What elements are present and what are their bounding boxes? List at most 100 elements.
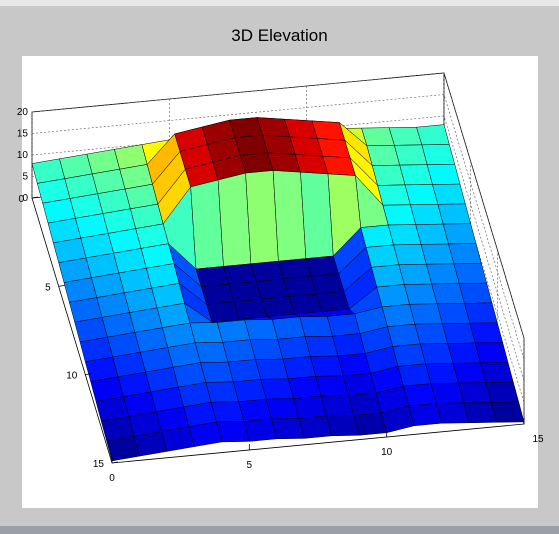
chart-title: 3D Elevation [231,26,328,45]
surface-patch [250,260,285,282]
surface-patch [223,263,257,285]
surface-patch [189,322,224,344]
surface-patch [410,204,444,225]
surface-patch [337,353,372,377]
figure-top-border [0,0,559,6]
surface-patch [403,383,437,407]
surface-patch [392,343,426,367]
surface-patch [206,301,240,323]
surface-patch [409,303,443,325]
surface-patch [282,356,317,380]
surface-patch [376,284,410,308]
surface-patch [394,144,428,166]
surface-patch [305,255,340,277]
surface-patch [200,283,235,305]
surface-patch [387,224,422,246]
surface-patch [271,418,305,440]
surface-patch [216,421,250,443]
surface-patch [255,278,290,300]
surface-patch [431,283,465,305]
surface-patch [425,363,459,384]
surface-patch [442,322,476,344]
surface-patch [161,426,195,452]
surface-patch [436,303,471,324]
z-tick-label: 0 [22,193,28,204]
z-tick-label: 10 [17,150,29,161]
surface-patch [404,184,439,206]
surface-patch [298,415,333,439]
surface-patch [371,264,405,288]
z-tick-label: 20 [17,107,29,118]
x-tick-label: 0 [109,473,115,484]
surface-patch [415,223,449,245]
surface-patch [420,243,455,265]
surface-patch [398,263,433,285]
surface-patch [469,322,504,344]
surface-patch [361,127,395,147]
surface-patch [397,363,432,387]
surface-patch [304,335,339,357]
surface-patch [287,376,322,399]
surface-patch [387,323,421,347]
surface-patch [195,266,230,287]
surface-patch [227,359,262,383]
surface-patch [234,134,269,156]
surface-patch [371,164,406,186]
figure-bottom-border [0,526,559,534]
surface-patch [485,381,520,403]
surface-patch [210,401,245,423]
surface-patch [464,302,498,324]
surface-patch [353,412,388,436]
y-tick-mark [111,461,119,464]
surface-patch [426,263,460,285]
surface-patch [448,243,482,265]
surface-patch [382,204,417,226]
x-tick-label: 10 [381,447,393,458]
surface-patch [260,378,294,400]
surface-patch [293,395,327,419]
surface-patch [430,382,465,404]
surface-patch [245,170,279,265]
surface-patch [348,392,382,416]
surface-patch [360,224,394,248]
surface-patch [249,339,284,360]
surface-patch [222,339,256,363]
surface-patch [480,362,514,383]
surface-patch [414,323,449,345]
surface-patch [399,164,433,186]
surface-patch [408,403,442,427]
surface-patch [228,281,262,303]
surface-patch [432,183,466,205]
surface-patch [310,355,344,377]
surface-patch [232,379,267,403]
surface-patch [490,401,525,423]
surface-patch [283,276,317,297]
surface-patch [326,313,361,337]
surface-patch [188,421,223,447]
surface-patch [421,144,456,165]
z-tick-label: 5 [22,172,28,183]
surface-patch [326,415,360,437]
surface-patch [388,126,423,146]
surface-patch [463,402,497,424]
surface-patch [133,431,168,457]
surface-patch [426,163,461,185]
surface-patch [342,373,377,396]
surface-patch [238,398,272,422]
surface-patch [200,361,234,383]
surface-patch [300,171,334,259]
y-tick-label: 10 [66,371,78,382]
surface-patch [377,184,411,206]
surface-patch [261,296,295,318]
surface-patch [419,343,454,365]
surface-patch [315,375,349,397]
surface-patch [288,293,323,315]
surface-patch [474,342,509,364]
surface-patch [216,319,251,343]
surface-patch [437,203,472,225]
y-tick-label: 0 [18,194,24,205]
surface-patch [272,170,307,262]
y-tick-mark [58,284,65,287]
